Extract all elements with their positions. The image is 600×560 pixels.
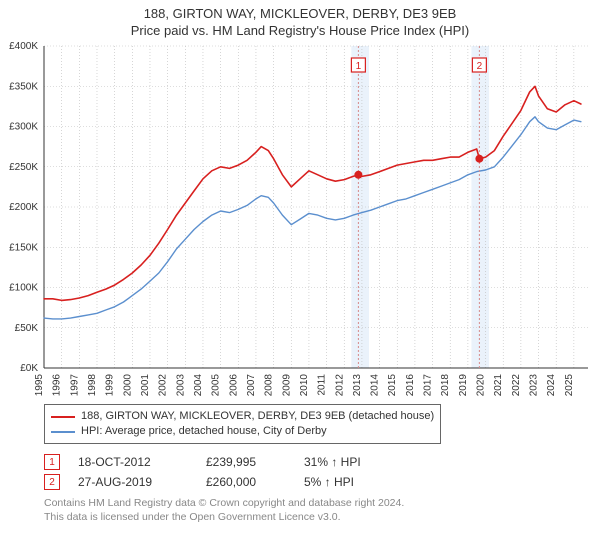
sale-price: £260,000 xyxy=(206,475,286,489)
legend-label: HPI: Average price, detached house, City… xyxy=(81,424,327,439)
legend-swatch xyxy=(51,431,75,433)
legend-swatch xyxy=(51,416,75,418)
y-axis-label: £350K xyxy=(9,81,38,92)
y-axis-label: £300K xyxy=(9,122,38,133)
x-axis-label: 1998 xyxy=(87,374,98,397)
chart-title-block: 188, GIRTON WAY, MICKLEOVER, DERBY, DE3 … xyxy=(0,0,600,40)
x-axis-label: 2020 xyxy=(476,374,487,397)
x-axis-label: 2002 xyxy=(158,374,169,397)
y-axis-label: £200K xyxy=(9,202,38,213)
y-axis-label: £50K xyxy=(15,323,39,334)
x-axis-label: 2018 xyxy=(440,374,451,397)
sale-row: 1 18-OCT-2012 £239,995 31% ↑ HPI xyxy=(44,454,600,470)
x-axis-label: 1997 xyxy=(69,374,80,397)
y-axis-label: £100K xyxy=(9,283,38,294)
x-axis-label: 2001 xyxy=(140,374,151,397)
x-axis-label: 2010 xyxy=(299,374,310,397)
x-axis-label: 2005 xyxy=(211,374,222,397)
x-axis-label: 2022 xyxy=(511,374,522,397)
sale-date: 18-OCT-2012 xyxy=(78,455,188,469)
x-axis-label: 2003 xyxy=(175,374,186,397)
sale-marker-badge: 2 xyxy=(44,474,60,490)
x-axis-label: 2024 xyxy=(546,374,557,397)
x-axis-label: 2013 xyxy=(352,374,363,397)
x-axis-label: 2025 xyxy=(564,374,575,397)
x-axis-label: 2014 xyxy=(370,374,381,397)
legend-row: 188, GIRTON WAY, MICKLEOVER, DERBY, DE3 … xyxy=(51,409,434,424)
legend-row: HPI: Average price, detached house, City… xyxy=(51,424,434,439)
x-axis-label: 2000 xyxy=(122,374,133,397)
sale-pct: 5% ↑ HPI xyxy=(304,475,394,489)
y-axis-label: £400K xyxy=(9,41,38,52)
series-line-0 xyxy=(44,86,581,300)
marker-badge-label: 2 xyxy=(477,61,483,72)
y-axis-label: £0K xyxy=(20,363,38,374)
x-axis-label: 1996 xyxy=(52,374,63,397)
x-axis-label: 2004 xyxy=(193,374,204,397)
x-axis-label: 2015 xyxy=(387,374,398,397)
price-chart: £0K £50K £100K £150K £200K £250K £300K £350K £40… xyxy=(0,40,600,400)
x-axis-label: 2019 xyxy=(458,374,469,397)
sale-row: 2 27-AUG-2019 £260,000 5% ↑ HPI xyxy=(44,474,600,490)
footer-line-2: This data is licensed under the Open Gov… xyxy=(44,510,600,524)
chart-title: 188, GIRTON WAY, MICKLEOVER, DERBY, DE3 … xyxy=(10,6,590,21)
x-axis-label: 2012 xyxy=(334,374,345,397)
y-axis-label: £250K xyxy=(9,162,38,173)
marker-point xyxy=(475,155,483,163)
marker-badge-label: 1 xyxy=(356,61,362,72)
x-axis-label: 2011 xyxy=(317,374,328,396)
x-axis-label: 1999 xyxy=(105,374,116,397)
x-axis-label: 2007 xyxy=(246,374,257,397)
x-axis-label: 2016 xyxy=(405,374,416,397)
x-axis-label: 2021 xyxy=(493,374,504,397)
sale-date: 27-AUG-2019 xyxy=(78,475,188,489)
series-line-1 xyxy=(44,117,581,319)
sale-pct: 31% ↑ HPI xyxy=(304,455,394,469)
sales-list: 1 18-OCT-2012 £239,995 31% ↑ HPI 2 27-AUG-201… xyxy=(44,454,600,490)
x-axis-label: 2009 xyxy=(281,374,292,397)
legend-label: 188, GIRTON WAY, MICKLEOVER, DERBY, DE3 … xyxy=(81,409,434,424)
x-axis-label: 2006 xyxy=(228,374,239,397)
sale-price: £239,995 xyxy=(206,455,286,469)
x-axis-label: 2008 xyxy=(264,374,275,397)
chart-subtitle: Price paid vs. HM Land Registry's House … xyxy=(10,23,590,38)
marker-point xyxy=(354,171,362,179)
x-axis-label: 2017 xyxy=(423,374,434,397)
footer-line-1: Contains HM Land Registry data © Crown c… xyxy=(44,496,600,510)
x-axis-label: 2023 xyxy=(529,374,540,397)
sale-marker-badge: 1 xyxy=(44,454,60,470)
legend: 188, GIRTON WAY, MICKLEOVER, DERBY, DE3 … xyxy=(44,404,441,444)
highlight-band xyxy=(471,46,489,368)
y-axis-label: £150K xyxy=(9,242,38,253)
footer-attribution: Contains HM Land Registry data © Crown c… xyxy=(44,496,600,524)
x-axis-label: 1995 xyxy=(34,374,45,397)
